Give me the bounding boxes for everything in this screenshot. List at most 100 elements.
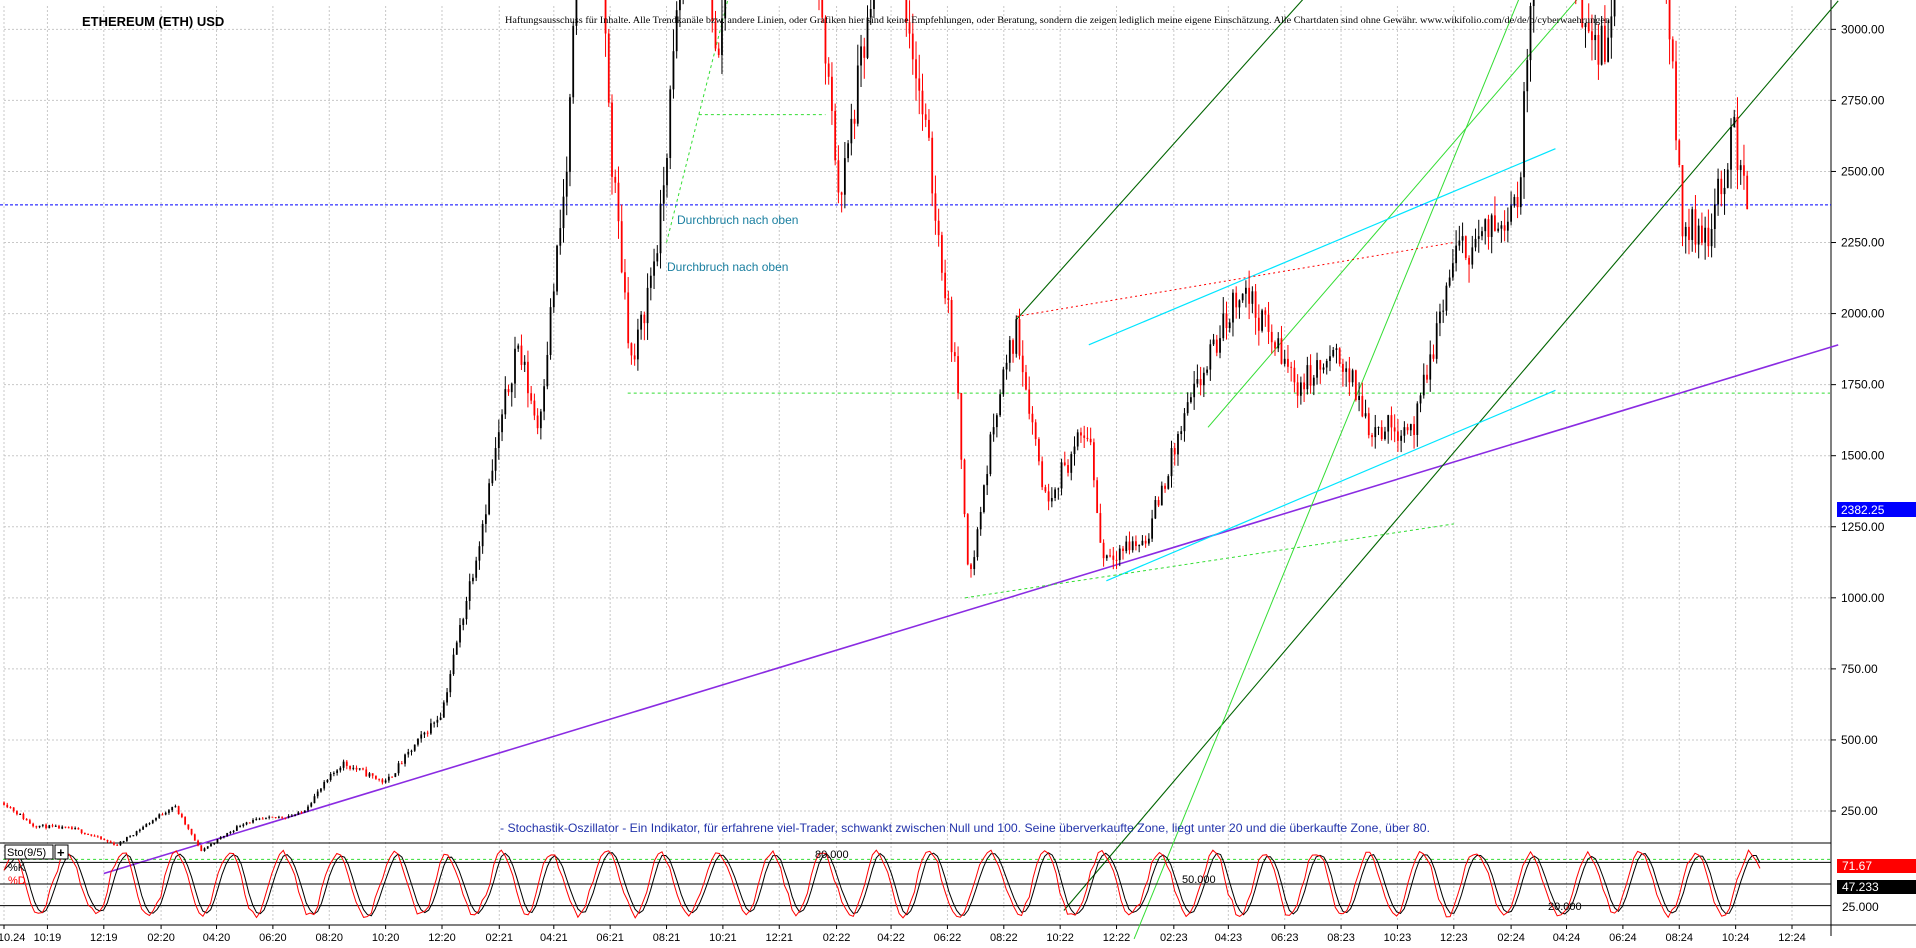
time-tick-label: 06:23 [1271, 932, 1299, 944]
price-candle-body [54, 825, 57, 827]
price-candle-body [1254, 291, 1257, 318]
price-candle-body [572, 25, 575, 98]
price-candle-body [332, 772, 335, 774]
price-candle-body [523, 361, 526, 365]
resistance-ray [1016, 242, 1454, 317]
support-ray [964, 523, 1454, 599]
price-candle-body [1047, 491, 1050, 502]
price-candle-body [316, 791, 319, 797]
price-candle-body [834, 110, 837, 161]
price-candle-body [100, 836, 102, 839]
price-candle-body [284, 817, 287, 819]
price-candle-body [1086, 437, 1089, 439]
price-candle-body [1594, 34, 1597, 41]
price-candle-body [514, 348, 516, 384]
add-indicator-button[interactable] [54, 844, 69, 860]
price-candle-body [1393, 427, 1396, 432]
price-candle-body [313, 796, 316, 804]
price-candle-body [1723, 187, 1726, 195]
price-candle-body [620, 221, 623, 273]
price-candle-body [1277, 338, 1280, 349]
price-candle-body [549, 307, 552, 355]
trend-line-cyan [1106, 389, 1556, 582]
price-candle-body [413, 744, 416, 751]
price-tick-label: 1250.00 [1841, 520, 1885, 534]
price-candle-body [992, 427, 995, 435]
price-candle-body [1222, 313, 1225, 339]
price-candle-body [171, 807, 174, 811]
price-candle-body [1348, 368, 1351, 383]
price-candle-body [669, 89, 672, 159]
price-candle-body [1380, 427, 1383, 440]
price-candle-body [973, 557, 976, 570]
price-candle-body [1209, 344, 1212, 370]
price-candle-body [1584, 22, 1587, 28]
price-candle-body [533, 400, 536, 416]
price-candle-body [28, 820, 31, 824]
price-candle-body [239, 826, 241, 828]
price-candle-body [297, 812, 300, 815]
price-candle-body [863, 46, 866, 58]
price-candle-body [1358, 395, 1360, 400]
price-candle-body [1054, 489, 1056, 499]
price-candle-body [1080, 432, 1082, 436]
price-candle-body [203, 848, 206, 851]
price-candle-body [187, 824, 190, 829]
price-candle-body [1526, 60, 1529, 92]
price-candle-body [216, 839, 219, 844]
last-price-label: 2382.25 [1841, 503, 1885, 517]
price-candle-body [944, 272, 947, 299]
price-candle-body [1458, 240, 1461, 246]
price-candle-body [168, 810, 170, 813]
time-tick-label: 02:20 [147, 932, 175, 944]
price-candle-body [517, 345, 520, 349]
oscillator-name-box[interactable] [4, 844, 54, 860]
price-candle-body [200, 845, 203, 851]
price-candle-body [1241, 293, 1244, 301]
price-candle-body [937, 220, 940, 236]
price-candle-body [290, 815, 293, 817]
price-candle-body [61, 826, 64, 829]
price-candle-body [394, 773, 397, 777]
price-candle-body [1739, 165, 1742, 171]
price-candle-body [953, 352, 956, 357]
price-candle-body [986, 474, 989, 486]
price-candle-body [999, 394, 1002, 416]
price-candle-body [122, 840, 125, 842]
breakout-label-1: Durchbruch nach oben [677, 213, 798, 227]
price-candle-body [666, 158, 668, 186]
price-candle-body [607, 33, 610, 103]
price-candle-body [287, 816, 290, 818]
price-candle-body [934, 193, 937, 221]
price-candle-body [1603, 25, 1606, 62]
price-candle-body [1332, 349, 1335, 357]
price-candle-body [488, 483, 491, 515]
price-candle-body [161, 814, 164, 816]
price-candle-body [1034, 422, 1037, 440]
price-candle-body [504, 389, 507, 415]
price-candle-body [378, 778, 381, 780]
price-candle-body [611, 102, 613, 177]
price-candle-body [365, 769, 368, 777]
price-candle-body [1044, 487, 1047, 492]
price-candle-body [1089, 438, 1092, 443]
price-candle-body [1384, 431, 1386, 440]
price-candle-body [520, 345, 523, 365]
price-candle-body [6, 804, 9, 808]
price-candle-body [1248, 287, 1251, 304]
last-price-label-box [1837, 502, 1916, 517]
time-tick-label: 02:21 [486, 932, 514, 944]
price-candle-body [1303, 382, 1306, 390]
oscillator-name: Sto(9/5) [7, 847, 46, 859]
price-candle-body [1141, 540, 1144, 546]
time-tick-label: 08:24 [1666, 932, 1694, 944]
price-candle-body [303, 810, 306, 813]
price-candle-body [1364, 413, 1367, 417]
price-candle-body [1439, 311, 1441, 324]
price-candle-body [342, 761, 345, 768]
price-candle-body [1050, 498, 1053, 502]
price-candle-body [45, 824, 47, 829]
price-candle-body [1500, 225, 1503, 229]
price-candle-body [928, 119, 930, 138]
price-candle-body [869, 9, 872, 18]
